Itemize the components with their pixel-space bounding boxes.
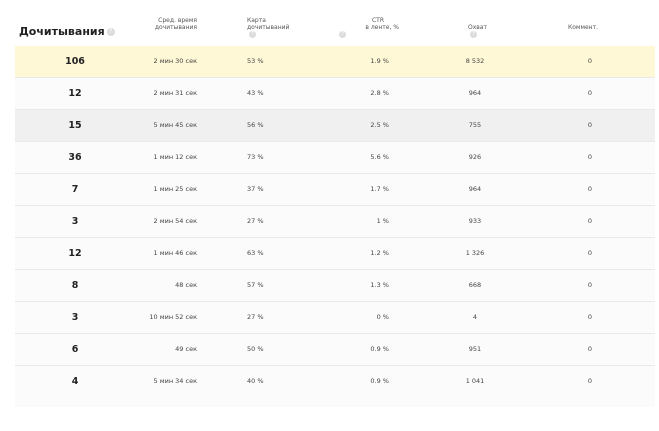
column-header-ctr-line1: CTR [371, 17, 385, 24]
reads-value: 3 [71, 216, 79, 227]
avg-time-value: 2 мин 54 сек [153, 217, 197, 225]
ctr-value: 1.9 % [370, 57, 389, 65]
read-map-value: 56 % [247, 121, 264, 129]
ctr-value: 1.3 % [370, 281, 389, 289]
table-row[interactable]: 3 2 мин 54 сек 27 % 1 % 933 0 [15, 206, 655, 238]
column-header-ctr[interactable]: CTR в ленте, %? [337, 17, 399, 38]
table-row[interactable]: 7 1 мин 25 сек 37 % 1.7 % 964 0 [15, 174, 655, 206]
comments-value: 0 [587, 345, 593, 353]
reads-value: 6 [71, 344, 79, 355]
table-row[interactable]: 12 2 мин 31 сек 43 % 2.8 % 964 0 [15, 78, 655, 110]
avg-time-value: 48 сек [175, 281, 197, 289]
column-header-avg-time-line2: дочитывания [154, 24, 197, 31]
reads-value: 3 [71, 312, 79, 323]
ctr-value: 1.7 % [370, 185, 389, 193]
ctr-value: 2.5 % [370, 121, 389, 129]
reads-value: 36 [68, 152, 82, 163]
read-map-value: 50 % [247, 345, 264, 353]
avg-time-value: 1 мин 46 сек [153, 249, 197, 257]
comments-value: 0 [587, 217, 593, 225]
column-header-avg-time-line1: Сред. время [158, 17, 197, 24]
column-header-read-map[interactable]: Карта дочитываний? [247, 17, 289, 38]
reads-value: 15 [68, 120, 82, 131]
reach-value: 8 532 [465, 57, 485, 65]
reads-value: 7 [71, 184, 79, 195]
avg-time-value: 49 сек [175, 345, 197, 353]
comments-value: 0 [587, 185, 593, 193]
read-map-value: 27 % [247, 313, 264, 321]
comments-value: 0 [587, 249, 593, 257]
avg-time-value: 2 мин 30 сек [153, 57, 197, 65]
table-row[interactable]: 106 2 мин 30 сек 53 % 1.9 % 8 532 0 [15, 46, 655, 78]
ctr-value: 0 % [376, 313, 389, 321]
ctr-value: 0.9 % [370, 377, 389, 385]
reach-value: 964 [468, 185, 482, 193]
avg-time-value: 5 мин 45 сек [153, 121, 197, 129]
read-map-value: 63 % [247, 249, 264, 257]
table-row[interactable]: 4 5 мин 34 сек 40 % 0.9 % 1 041 0 [15, 366, 655, 397]
question-circle-icon[interactable]: ? [339, 31, 346, 38]
avg-time-value: 2 мин 31 сек [153, 89, 197, 97]
reach-value: 926 [468, 153, 482, 161]
avg-time-value: 10 мин 52 сек [149, 313, 197, 321]
ctr-value: 2.8 % [370, 89, 389, 97]
table-row[interactable]: 15 5 мин 45 сек 56 % 2.5 % 755 0 [15, 110, 655, 142]
column-header-reach[interactable]: Охват? [468, 24, 487, 38]
question-circle-icon[interactable]: ? [106, 28, 115, 36]
comments-value: 0 [587, 89, 593, 97]
reach-value: 668 [468, 281, 482, 289]
table-row[interactable]: 6 49 сек 50 % 0.9 % 951 0 [15, 334, 655, 366]
reach-value: 1 041 [465, 377, 485, 385]
ctr-value: 5.6 % [370, 153, 389, 161]
read-map-value: 57 % [247, 281, 264, 289]
table-row[interactable]: 8 48 сек 57 % 1.3 % 668 0 [15, 270, 655, 302]
comments-value: 0 [587, 121, 593, 129]
comments-value: 0 [587, 377, 593, 385]
question-circle-icon[interactable]: ? [470, 31, 477, 38]
reach-value: 4 [472, 313, 478, 321]
column-header-avg-time[interactable]: Сред. время дочитывания [143, 17, 197, 31]
reads-value: 12 [68, 88, 82, 99]
column-header-ctr-line2: в ленте, %? [337, 24, 399, 38]
table-body: 106 2 мин 30 сек 53 % 1.9 % 8 532 0 12 2… [15, 46, 655, 397]
column-header-read-map-line1: Карта [247, 17, 266, 24]
avg-time-value: 5 мин 34 сек [153, 377, 197, 385]
column-header-comments[interactable]: Коммент. [568, 24, 598, 31]
reads-value: 4 [71, 376, 79, 387]
reach-value: 755 [468, 121, 482, 129]
read-map-value: 27 % [247, 217, 264, 225]
table-row[interactable]: 3 10 мин 52 сек 27 % 0 % 4 0 [15, 302, 655, 334]
read-map-value: 43 % [247, 89, 264, 97]
read-map-value: 40 % [247, 377, 264, 385]
ctr-value: 1 % [376, 217, 389, 225]
column-header-reads-label: Дочитывания [19, 25, 105, 38]
table-row[interactable]: 12 1 мин 46 сек 63 % 1.2 % 1 326 0 [15, 238, 655, 270]
reach-value: 964 [468, 89, 482, 97]
comments-value: 0 [587, 153, 593, 161]
ctr-value: 0.9 % [370, 345, 389, 353]
avg-time-value: 1 мин 12 сек [153, 153, 197, 161]
table-footer [15, 397, 655, 407]
reads-value: 8 [71, 280, 79, 291]
question-circle-icon[interactable]: ? [249, 31, 256, 38]
comments-value: 0 [587, 281, 593, 289]
column-header-read-map-line2: дочитываний? [247, 24, 290, 38]
stats-table: Дочитывания? Сред. время дочитывания Кар… [15, 14, 655, 407]
read-map-value: 73 % [247, 153, 264, 161]
avg-time-value: 1 мин 25 сек [153, 185, 197, 193]
reach-value: 1 326 [465, 249, 485, 257]
table-row[interactable]: 36 1 мин 12 сек 73 % 5.6 % 926 0 [15, 142, 655, 174]
table-header: Дочитывания? Сред. время дочитывания Кар… [15, 14, 655, 46]
column-header-reads[interactable]: Дочитывания? [19, 25, 115, 38]
comments-value: 0 [587, 57, 593, 65]
reads-value: 12 [68, 248, 82, 259]
reads-value: 106 [65, 56, 85, 67]
reach-value: 933 [468, 217, 482, 225]
reach-value: 951 [468, 345, 482, 353]
read-map-value: 53 % [247, 57, 264, 65]
read-map-value: 37 % [247, 185, 264, 193]
ctr-value: 1.2 % [370, 249, 389, 257]
comments-value: 0 [587, 313, 593, 321]
